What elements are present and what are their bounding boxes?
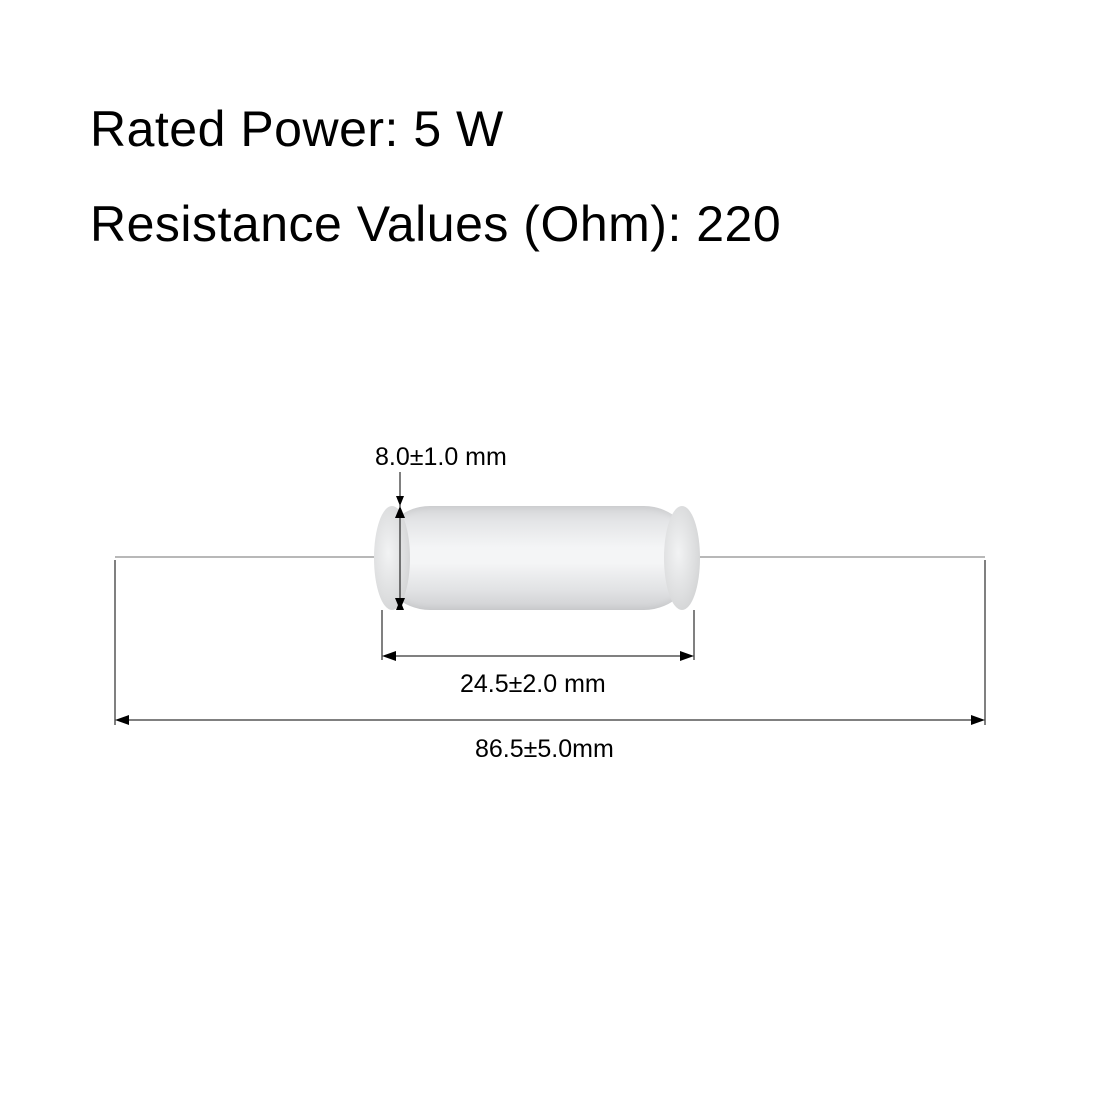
diameter-leader-line bbox=[399, 472, 401, 502]
lead-wire-left bbox=[115, 556, 380, 558]
diameter-arrows-icon bbox=[394, 500, 406, 616]
resistor-endcap-right bbox=[664, 506, 700, 610]
overall-ext-right-line bbox=[984, 560, 986, 725]
resistor-body bbox=[378, 506, 696, 610]
resistor-diagram: 8.0±1.0 mm bbox=[0, 0, 1100, 1100]
overall-ext-left-line bbox=[114, 560, 116, 725]
diameter-label: 8.0±1.0 mm bbox=[375, 443, 507, 472]
overall-length-dimension-line bbox=[115, 713, 985, 727]
body-length-dimension-line bbox=[382, 649, 694, 663]
body-length-label: 24.5±2.0 mm bbox=[460, 670, 606, 699]
page: Rated Power: 5 W Resistance Values (Ohm)… bbox=[0, 0, 1100, 1100]
overall-length-label: 86.5±5.0mm bbox=[475, 735, 614, 764]
lead-wire-right bbox=[690, 556, 985, 558]
